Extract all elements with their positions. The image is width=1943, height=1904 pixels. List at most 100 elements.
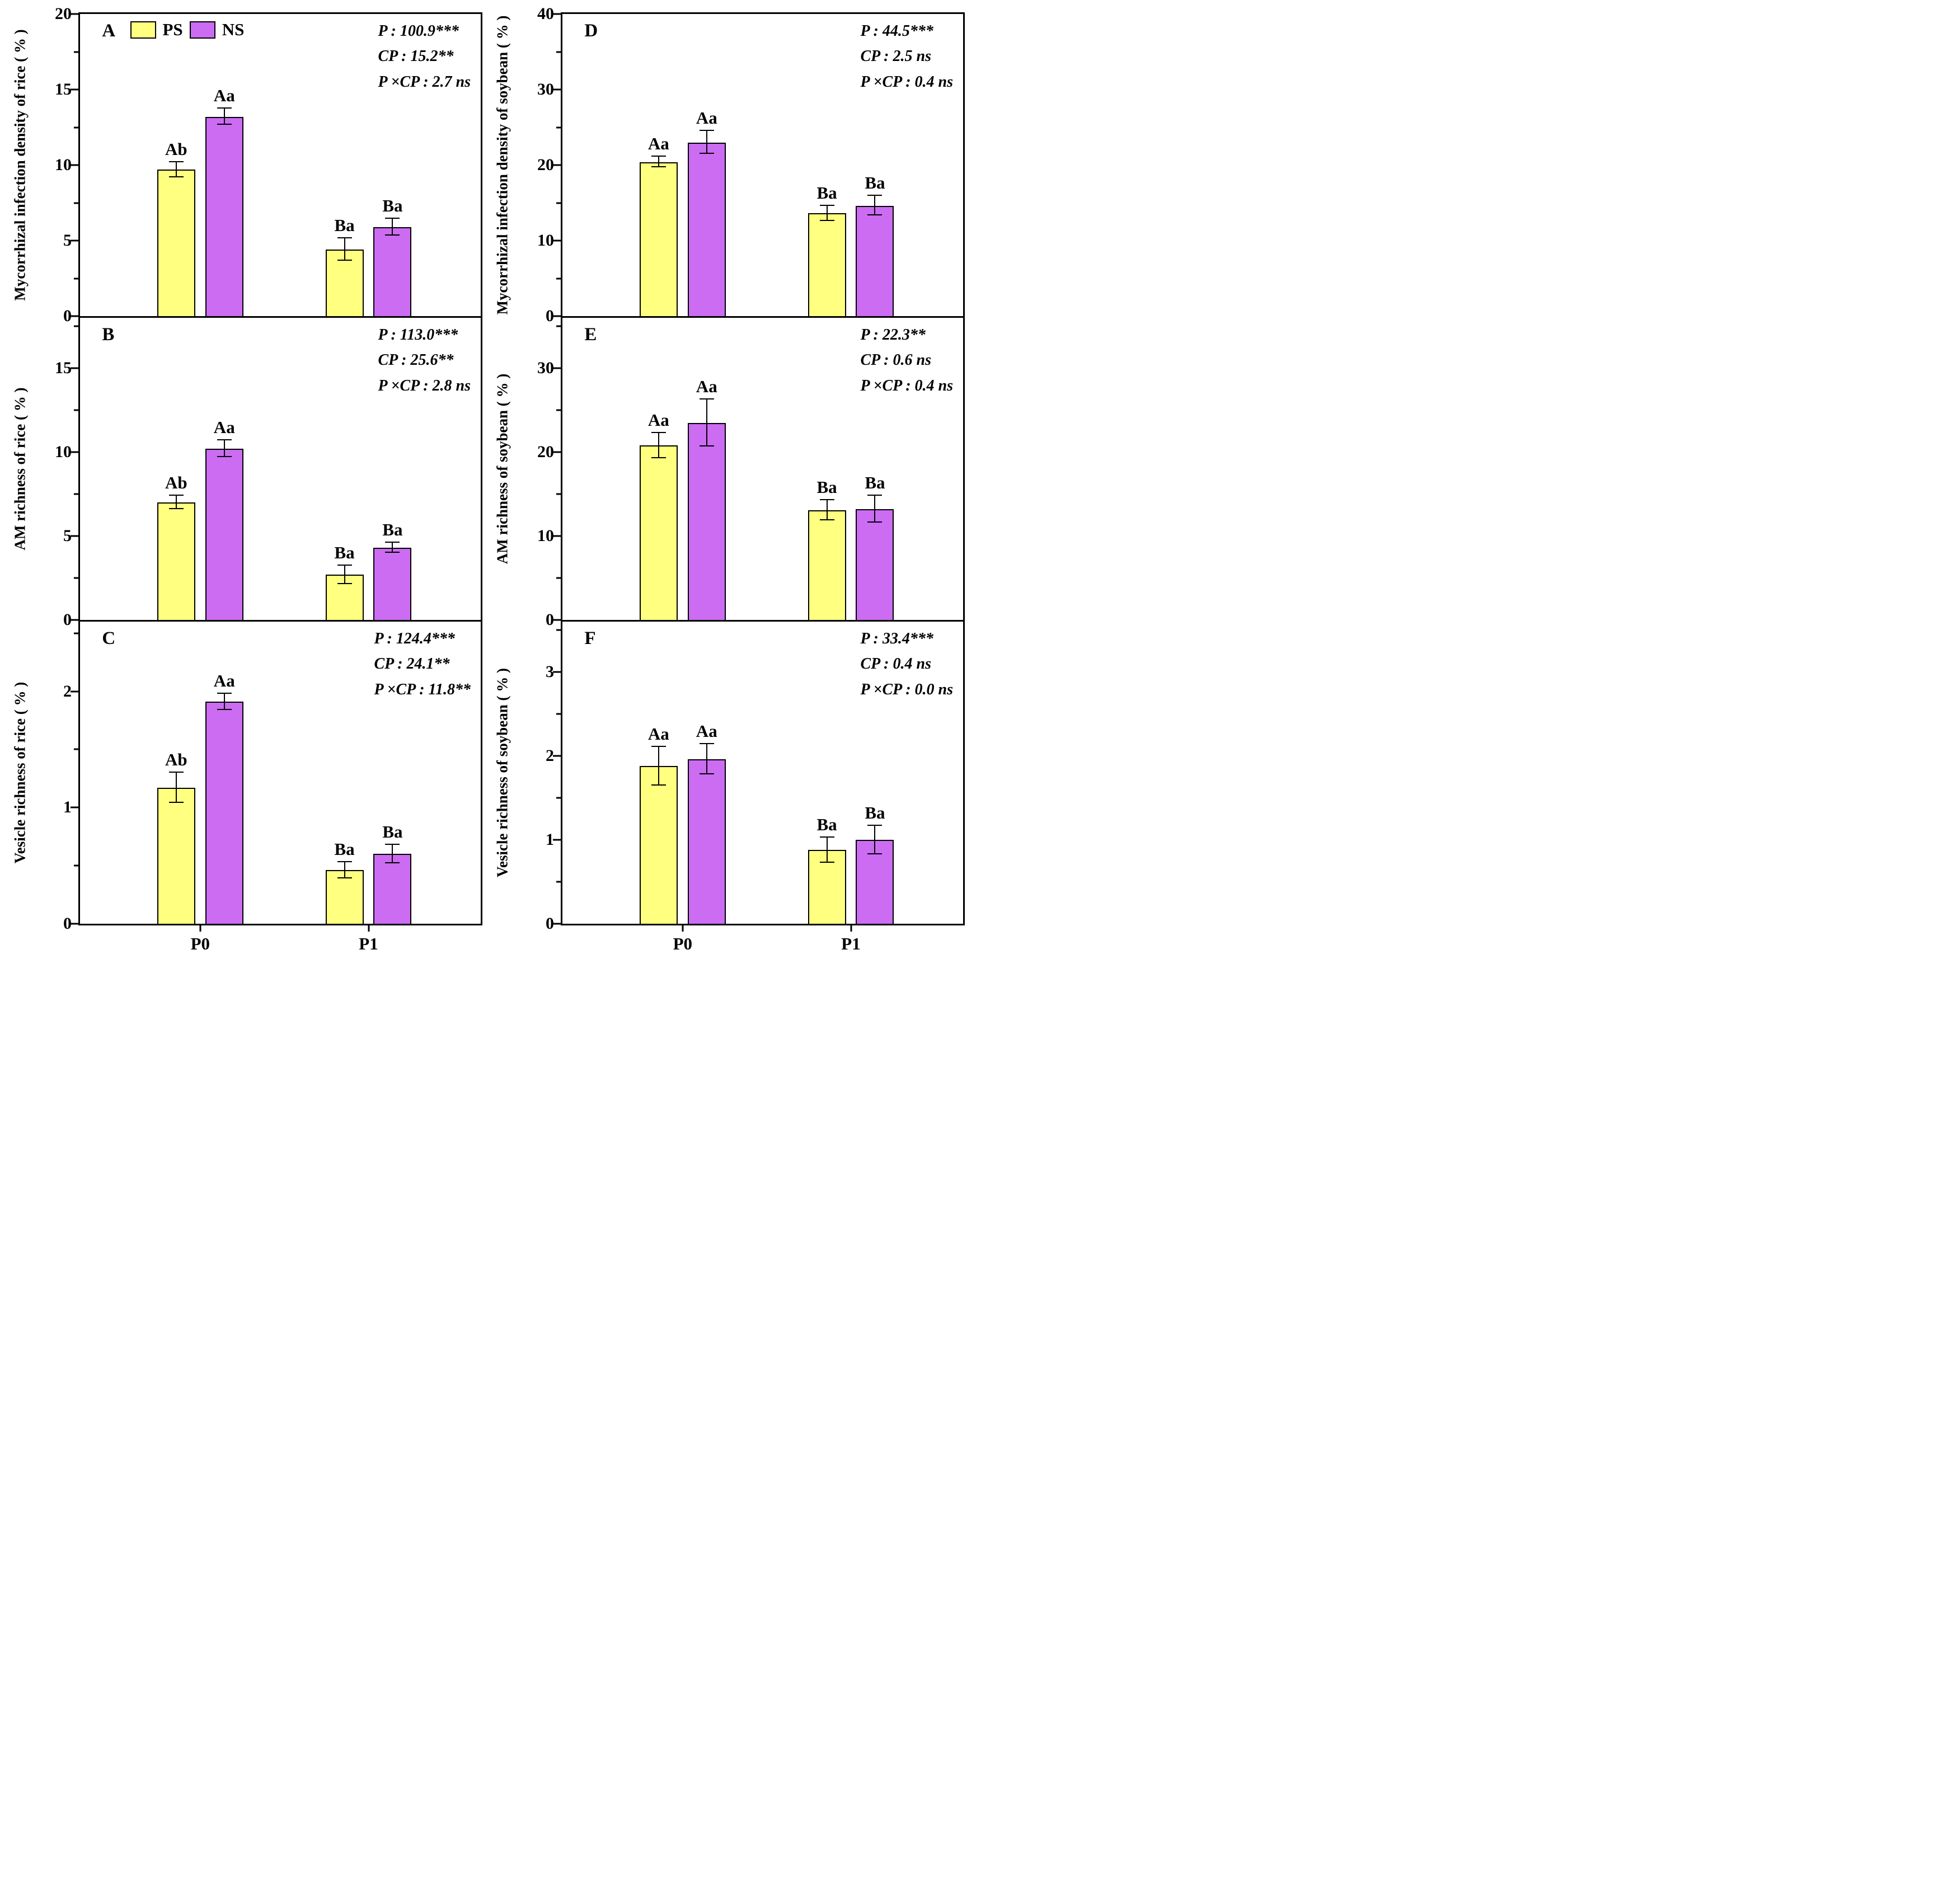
- y-major-tick: [553, 367, 561, 369]
- stats-line: P ×CP : 0.0 ns: [860, 680, 953, 698]
- x-category-label: P1: [841, 934, 861, 953]
- significance-label: Ab: [165, 750, 187, 769]
- error-bar-cap-bottom: [337, 582, 352, 584]
- y-axis-title: Mycorrhizal infection density of soybean…: [494, 15, 511, 315]
- error-bar: [175, 496, 177, 509]
- stats-line: P ×CP : 0.4 ns: [860, 377, 953, 394]
- significance-label: Aa: [696, 108, 717, 128]
- y-major-tick: [71, 13, 78, 15]
- error-bar-cap-top: [168, 495, 184, 496]
- y-major-tick: [71, 88, 78, 91]
- bar-ns-p0: [205, 702, 243, 924]
- error-bar-cap-bottom: [385, 552, 400, 553]
- y-tick-label: 10: [537, 231, 554, 250]
- bar-ns-p0: [687, 142, 726, 316]
- error-bar: [175, 773, 177, 803]
- legend-swatch-ns: [189, 21, 215, 39]
- error-bar: [392, 218, 393, 236]
- bar-ns-p0: [205, 116, 243, 316]
- y-major-tick: [553, 923, 561, 925]
- y-axis-title: Mycorrhizal infection density of rice ( …: [11, 29, 29, 301]
- error-bar-cap-bottom: [699, 773, 714, 774]
- y-tick-label: 30: [537, 359, 554, 377]
- error-bar-cap-bottom: [651, 457, 666, 458]
- error-bar-cap-top: [385, 217, 400, 219]
- legend-label-ps: PS: [162, 20, 183, 39]
- y-minor-tick: [74, 493, 78, 495]
- bar-ps-p0: [157, 502, 195, 620]
- panel-letter: C: [102, 628, 116, 648]
- error-bar: [706, 131, 707, 154]
- significance-label: Aa: [696, 721, 717, 741]
- y-tick-label: 3: [546, 662, 554, 681]
- x-category-label: P1: [359, 934, 378, 953]
- error-bar-cap-top: [337, 861, 352, 862]
- significance-label: Aa: [213, 670, 235, 690]
- error-bar-cap-top: [168, 772, 184, 773]
- error-bar-cap-top: [867, 195, 883, 196]
- y-minor-tick: [556, 202, 561, 204]
- x-category-label: P0: [190, 934, 210, 953]
- y-minor-tick: [74, 864, 78, 867]
- significance-label: Ba: [865, 473, 885, 492]
- panel-d: Mycorrhizal infection density of soybean…: [482, 6, 965, 325]
- y-major-tick: [71, 535, 78, 537]
- stats-line: CP : 24.1**: [374, 655, 450, 673]
- column-rice: Mycorrhizal infection density of rice ( …: [0, 6, 482, 953]
- significance-label: Aa: [213, 417, 235, 437]
- error-bar: [706, 744, 707, 774]
- anova-stats: P : 44.5*** CP : 2.5 ns P ×CP : 0.4 ns: [860, 18, 953, 95]
- y-minor-tick: [556, 409, 561, 411]
- y-minor-tick: [556, 713, 561, 715]
- y-minor-tick: [556, 51, 561, 53]
- error-bar: [344, 238, 345, 261]
- error-bar: [392, 543, 393, 553]
- error-bar-cap-top: [217, 439, 232, 440]
- bar-ps-p0: [639, 766, 678, 924]
- error-bar: [658, 432, 659, 458]
- stats-line: P : 113.0***: [378, 326, 458, 344]
- error-bar: [826, 837, 828, 863]
- error-bar-cap-bottom: [168, 802, 184, 803]
- y-major-tick: [553, 451, 561, 453]
- significance-label: Ba: [334, 542, 355, 562]
- y-major-tick: [71, 690, 78, 693]
- legend: PS NS: [130, 20, 244, 40]
- panel-f: Vesicle richness of soybean ( % ) 0 1 2 3 Aa B…: [482, 620, 965, 953]
- y-major-tick: [71, 806, 78, 808]
- stats-line: P : 33.4***: [860, 630, 933, 647]
- plot-area-a: 0 5 10 15 20 Ab Ba Aa Ba A P : 100.9*** CP : 15.2**…: [55, 6, 482, 325]
- stats-line: CP : 25.6**: [378, 351, 454, 369]
- error-bar-cap-bottom: [337, 260, 352, 261]
- y-axis-title: Vesicle richness of soybean ( % ): [494, 668, 511, 877]
- error-bar-cap-top: [699, 398, 714, 399]
- error-bar-cap-bottom: [699, 152, 714, 154]
- y-minor-tick: [74, 632, 78, 634]
- y-major-tick: [71, 367, 78, 369]
- y-major-tick: [553, 755, 561, 757]
- error-bar-cap-bottom: [867, 853, 883, 854]
- y-minor-tick: [556, 797, 561, 799]
- panel-c: Vesicle richness of rice ( % ) 0 1 2 Ab Ba Aa B…: [0, 620, 482, 953]
- error-bar: [874, 825, 876, 854]
- error-bar-cap-top: [217, 107, 232, 109]
- stats-line: P ×CP : 0.4 ns: [860, 73, 953, 91]
- error-bar-cap-top: [168, 161, 184, 162]
- y-tick-label: 0: [546, 610, 554, 629]
- y-tick-label: 2: [63, 681, 72, 701]
- error-bar: [223, 108, 225, 125]
- y-tick-label: 5: [63, 231, 72, 250]
- anova-stats: P : 113.0*** CP : 25.6** P ×CP : 2.8 ns: [378, 322, 471, 398]
- bar-ns-p1: [373, 227, 412, 316]
- y-minor-tick: [74, 278, 78, 279]
- y-major-tick: [71, 164, 78, 166]
- anova-stats: P : 33.4*** CP : 0.4 ns P ×CP : 0.0 ns: [860, 626, 953, 702]
- error-bar-cap-bottom: [168, 176, 184, 177]
- plot-area-f: 0 1 2 3 Aa Ba Aa Ba F P : 33.4*** CP : 0.4 ns P ×CP…: [546, 620, 965, 953]
- error-bar: [175, 162, 177, 177]
- error-bar: [826, 500, 828, 520]
- error-bar: [392, 844, 393, 863]
- x-tick: [850, 924, 852, 932]
- y-axis-title: Vesicle richness of rice ( % ): [11, 681, 29, 864]
- bar-ps-p0: [639, 445, 678, 620]
